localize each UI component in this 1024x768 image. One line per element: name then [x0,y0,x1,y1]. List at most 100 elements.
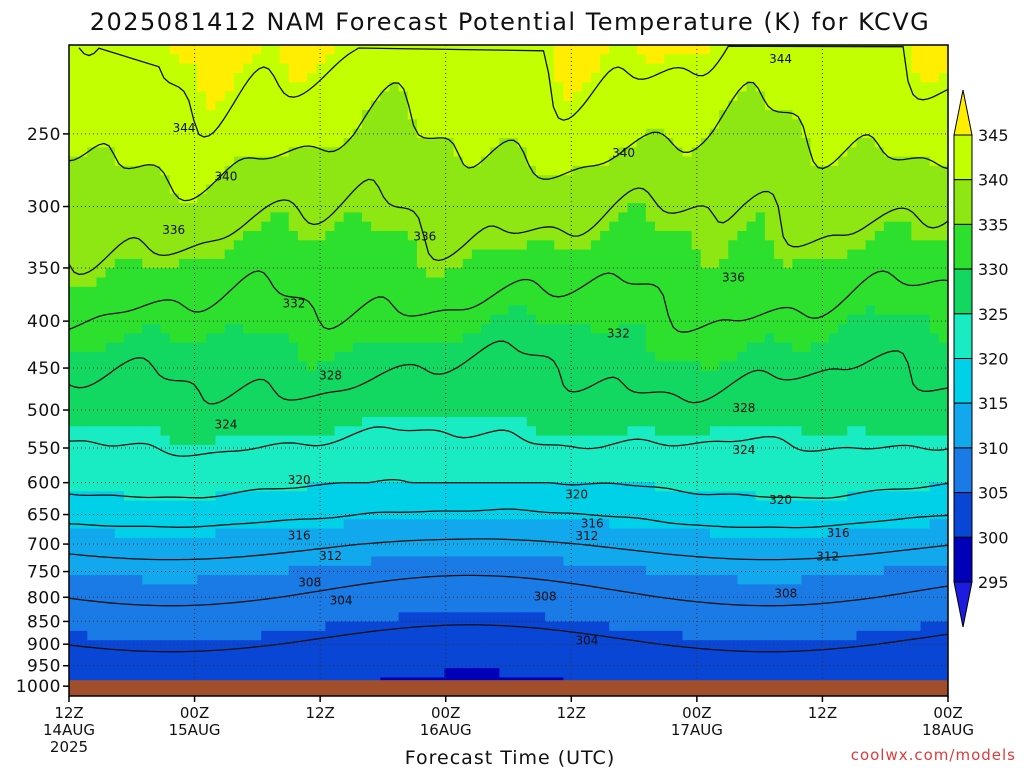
heatmap-cell [334,165,345,176]
heatmap-cell [481,370,491,381]
heatmap-cell [87,184,98,195]
heatmap-cell [307,156,317,167]
heatmap-cell [517,435,528,446]
heatmap-cell [920,45,931,55]
heatmap-cell [572,463,583,474]
heatmap-cell [673,482,684,492]
heatmap-cell [902,221,912,232]
heatmap-cell [719,249,729,260]
heatmap-cell [746,249,757,260]
heatmap-cell [645,444,656,455]
heatmap-cell [343,510,354,520]
heatmap-cell [96,519,107,530]
heatmap-cell [352,519,363,530]
heatmap-cell [819,398,830,409]
heatmap-cell [673,72,684,83]
heatmap-cell [242,138,253,148]
heatmap-cell [224,91,235,102]
heatmap-cell [389,231,400,241]
heatmap-cell [709,407,720,418]
heatmap-cell [426,324,436,334]
heatmap-cell [197,249,207,260]
heatmap-cell [123,249,134,260]
heatmap-cell [819,45,830,55]
heatmap-cell [609,138,619,148]
heatmap-cell [874,379,885,390]
heatmap-cell [215,305,226,316]
heatmap-cell [636,193,647,204]
heatmap-cell [883,110,894,120]
heatmap-cell [343,361,354,372]
heatmap-cell [911,258,922,269]
heatmap-cell [590,351,601,362]
heatmap-cell [746,417,757,427]
heatmap-cell [233,221,244,232]
heatmap-cell [627,342,638,353]
heatmap-cell [572,314,583,325]
heatmap-cell [105,45,116,55]
heatmap-cell [499,417,510,427]
heatmap-cell [691,510,702,520]
heatmap-cell [517,510,528,520]
heatmap-cell [709,286,720,297]
heatmap-cell [87,370,98,381]
heatmap-cell [499,286,510,297]
heatmap-cell [371,379,381,390]
heatmap-cell [270,203,281,213]
heatmap-cell [334,370,345,381]
heatmap-cell [838,379,848,390]
heatmap-cell [215,407,226,418]
heatmap-cell [764,324,775,334]
heatmap-cell [893,370,903,381]
heatmap-cell [471,482,482,492]
heatmap-cell [709,342,720,353]
heatmap-cell [655,379,665,390]
heatmap-cell [307,342,317,353]
heatmap-cell [737,296,748,306]
heatmap-cell [96,454,107,465]
heatmap-cell [206,277,217,288]
heatmap-cell [123,510,134,520]
heatmap-cell [636,258,647,269]
heatmap-cell [737,333,748,344]
heatmap-cell [426,45,436,55]
heatmap-cell [682,258,693,269]
heatmap-cell [325,500,336,511]
heatmap-cell [526,426,537,437]
heatmap-cell [828,417,839,427]
heatmap-cell [416,221,427,232]
heatmap-cell [481,240,491,251]
heatmap-cell [105,165,116,176]
heatmap-cell [929,454,940,465]
heatmap-cell [673,119,684,130]
heatmap-cell [737,119,748,130]
heatmap-cell [545,398,555,409]
heatmap-cell [343,193,354,204]
heatmap-cell [554,249,565,260]
heatmap-cell [261,175,272,186]
heatmap-cell [151,203,162,213]
heatmap-cell [123,333,134,344]
heatmap-cell [709,72,720,83]
heatmap-cell [188,407,198,418]
heatmap-cell [828,305,839,316]
heatmap-cell [902,240,912,251]
heatmap-cell [389,379,400,390]
heatmap-cell [362,463,372,474]
heatmap-cell [224,258,235,269]
heatmap-cell [233,119,244,130]
heatmap-cell [627,193,638,204]
heatmap-cell [801,417,812,427]
heatmap-cell [215,72,226,83]
heatmap-cell [407,482,418,492]
heatmap-cell [517,82,528,93]
heatmap-cell [883,324,894,334]
heatmap-cell [792,314,803,325]
heatmap-cell [197,314,207,325]
heatmap-cell [215,82,226,93]
heatmap-cell [893,305,903,316]
heatmap-cell [444,203,455,213]
heatmap-cell [929,231,940,241]
heatmap-cell [242,491,253,502]
heatmap-cell [581,361,592,372]
